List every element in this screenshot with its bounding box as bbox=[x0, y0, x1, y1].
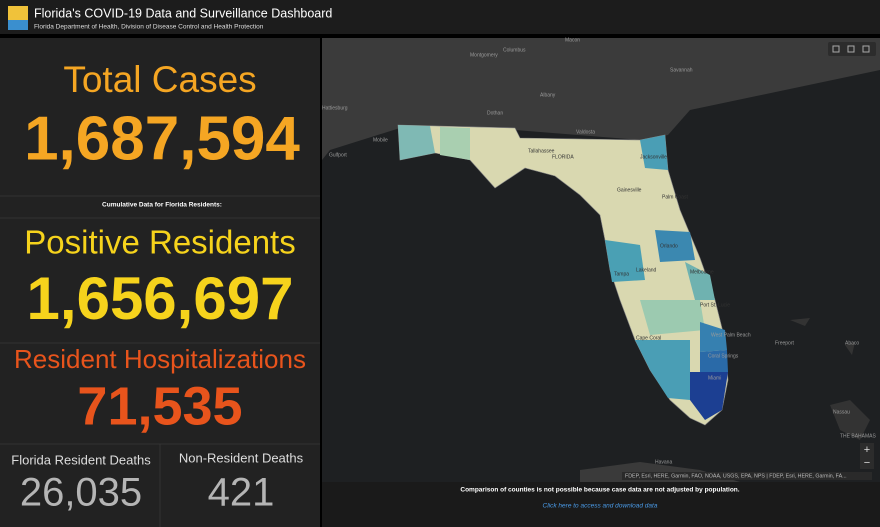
attribution: FDEP, Esri, HERE, Garmin, FAO, NOAA, USG… bbox=[625, 473, 847, 479]
header-bar bbox=[0, 0, 880, 34]
footer bbox=[322, 482, 880, 527]
place-label: Port St. Lucie bbox=[700, 302, 730, 308]
county bbox=[635, 340, 690, 400]
place-label: Dothan bbox=[487, 110, 503, 116]
place-label: West Palm Beach bbox=[711, 332, 751, 338]
home-button[interactable] bbox=[832, 45, 840, 53]
county bbox=[700, 350, 728, 372]
county bbox=[655, 230, 695, 262]
hospitalizations-label: Resident Hospitalizations bbox=[14, 344, 306, 374]
place-label: Coral Springs bbox=[708, 353, 739, 359]
header-subtitle: Florida Department of Health, Division o… bbox=[34, 24, 264, 31]
county bbox=[640, 135, 668, 170]
place-label: Abaco bbox=[845, 340, 859, 346]
resident-deaths-label: Florida Resident Deaths bbox=[11, 452, 151, 467]
place-label: Jacksonville bbox=[640, 154, 667, 160]
attribution-bar bbox=[622, 472, 872, 480]
disclaimer: Comparison of counties is not possible b… bbox=[460, 487, 739, 494]
place-label: Columbus bbox=[503, 47, 526, 53]
county bbox=[398, 125, 435, 160]
place-label: Macon bbox=[565, 37, 580, 43]
place-label: Havana bbox=[655, 459, 672, 465]
place-label: Tallahassee bbox=[528, 148, 555, 154]
legend-button[interactable] bbox=[847, 45, 855, 53]
county bbox=[690, 372, 728, 420]
place-label: Melbourne bbox=[690, 269, 714, 275]
header-title: Florida's COVID-19 Data and Surveillance… bbox=[34, 6, 332, 20]
place-label: Savannah bbox=[670, 67, 693, 73]
place-label: Lakeland bbox=[636, 267, 657, 273]
place-label: Gulfport bbox=[329, 152, 347, 158]
place-label: THE BAHAMAS bbox=[840, 433, 877, 439]
hospitalizations-value: 71,535 bbox=[77, 376, 242, 436]
logo-water bbox=[8, 20, 28, 30]
place-label: Palm Coast bbox=[662, 194, 688, 200]
cumulative-note: Cumulative Data for Florida Residents: bbox=[102, 202, 222, 209]
islands bbox=[790, 318, 870, 440]
zoom-control bbox=[860, 443, 874, 469]
total-cases-value: 1,687,594 bbox=[24, 104, 300, 173]
place-label: FLORIDA bbox=[552, 154, 574, 160]
nonresident-deaths-label: Non-Resident Deaths bbox=[179, 450, 304, 465]
place-label: Freeport bbox=[775, 340, 795, 346]
place-label: Cape Coral bbox=[636, 335, 661, 341]
county bbox=[605, 240, 645, 282]
total-cases-label: Total Cases bbox=[63, 59, 256, 100]
zoom-in[interactable]: + bbox=[864, 444, 870, 456]
place-label: Hattiesburg bbox=[322, 105, 348, 111]
positive-residents-value: 1,656,697 bbox=[27, 265, 294, 332]
zoom-out[interactable]: − bbox=[864, 457, 870, 469]
county bbox=[685, 262, 715, 300]
place-label: Gainesville bbox=[617, 187, 642, 193]
place-label: Nassau bbox=[833, 409, 850, 415]
county bbox=[440, 127, 470, 160]
positive-residents-label: Positive Residents bbox=[24, 224, 295, 261]
place-label: Tampa bbox=[614, 271, 629, 277]
place-label: Albany bbox=[540, 92, 556, 98]
place-label: Montgomery bbox=[470, 52, 498, 58]
basemap-button[interactable] bbox=[862, 45, 870, 53]
place-label: Miami bbox=[708, 375, 721, 381]
place-label: Mobile bbox=[373, 137, 388, 143]
place-label: Orlando bbox=[660, 243, 678, 249]
county bbox=[640, 300, 705, 335]
place-label: Valdosta bbox=[576, 129, 595, 135]
nonresident-deaths-value: 421 bbox=[208, 471, 275, 515]
download-link[interactable]: Click here to access and download data bbox=[543, 503, 658, 510]
county bbox=[700, 322, 727, 352]
resident-deaths-value: 26,035 bbox=[20, 471, 142, 515]
